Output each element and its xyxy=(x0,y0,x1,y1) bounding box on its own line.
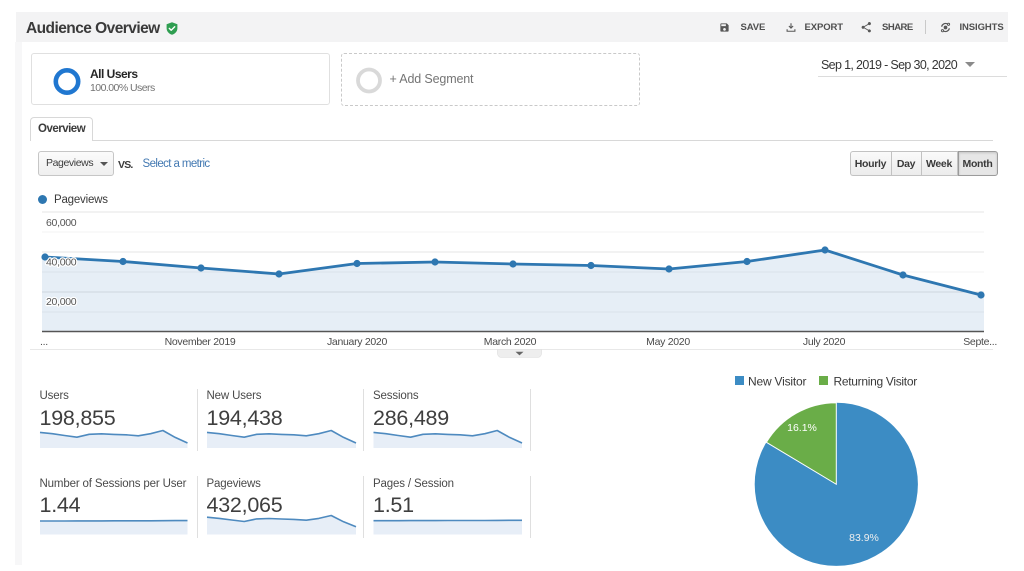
svg-text:40,000: 40,000 xyxy=(46,257,77,269)
svg-text:March 2020: March 2020 xyxy=(484,336,537,348)
svg-text:May 2020: May 2020 xyxy=(646,336,690,348)
svg-text:60,000: 60,000 xyxy=(46,217,77,229)
svg-text:July 2020: July 2020 xyxy=(803,336,846,348)
svg-text:Septe...: Septe... xyxy=(963,336,997,348)
svg-text:...: ... xyxy=(40,336,48,348)
svg-text:83.9%: 83.9% xyxy=(849,532,879,544)
svg-text:November 2019: November 2019 xyxy=(165,336,236,348)
svg-text:New Visitor: New Visitor xyxy=(748,375,806,389)
svg-text:January 2020: January 2020 xyxy=(327,336,387,348)
svg-text:16.1%: 16.1% xyxy=(787,422,817,434)
svg-text:Returning Visitor: Returning Visitor xyxy=(834,375,918,389)
svg-text:20,000: 20,000 xyxy=(46,296,77,308)
